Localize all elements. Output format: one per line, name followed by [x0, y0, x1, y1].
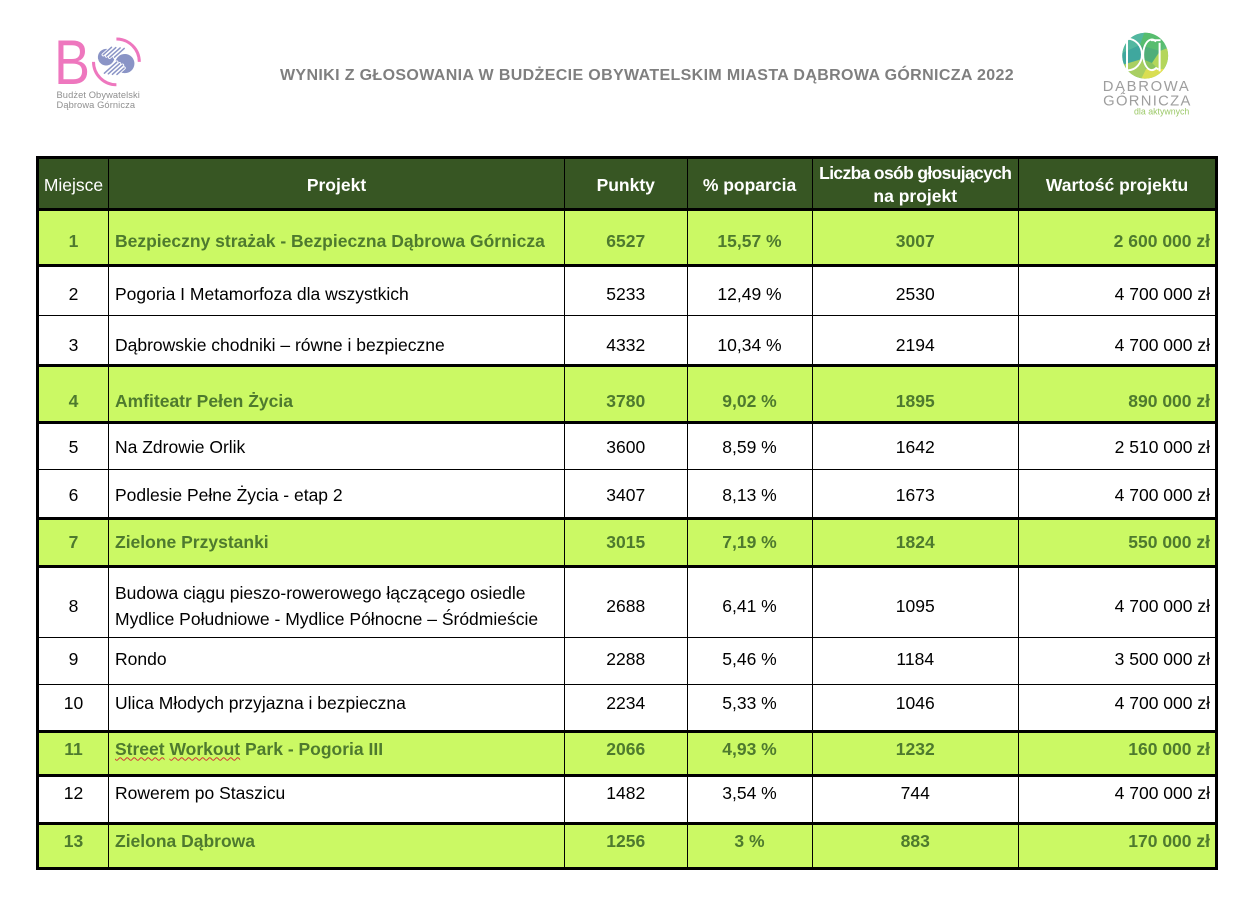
svg-text:GÓRNICZA: GÓRNICZA — [1103, 93, 1192, 110]
svg-text:B: B — [54, 34, 90, 98]
svg-text:DĄBROWA: DĄBROWA — [1103, 79, 1191, 95]
svg-text:dla aktywnych: dla aktywnych — [1134, 107, 1189, 117]
